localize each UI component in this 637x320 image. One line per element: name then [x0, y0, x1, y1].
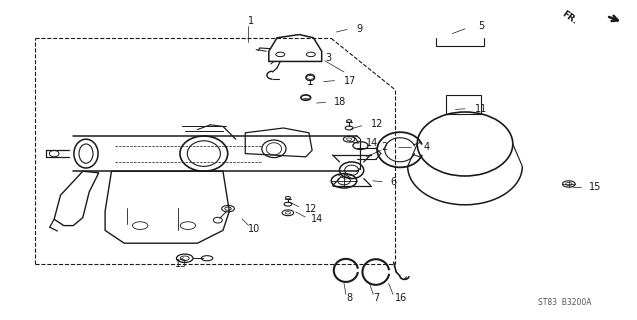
Text: 5: 5	[478, 21, 484, 31]
Text: 11: 11	[475, 104, 487, 114]
Text: 3: 3	[325, 52, 331, 63]
Text: 10: 10	[248, 224, 261, 234]
Text: 9: 9	[357, 24, 363, 35]
Bar	[446, 95, 481, 114]
Text: 4: 4	[424, 142, 430, 152]
Text: 6: 6	[390, 177, 397, 187]
Text: 1: 1	[248, 16, 255, 26]
Text: 14: 14	[311, 214, 323, 224]
Text: FR.: FR.	[560, 9, 578, 26]
Text: 2: 2	[381, 142, 387, 152]
Text: 18: 18	[334, 97, 347, 108]
Text: ST83  B3200A: ST83 B3200A	[538, 298, 592, 307]
Text: 12: 12	[304, 204, 317, 214]
Text: 13: 13	[175, 259, 187, 269]
Text: 14: 14	[366, 138, 378, 148]
Text: 8: 8	[346, 293, 352, 303]
Text: 17: 17	[344, 76, 356, 86]
Text: 12: 12	[371, 119, 383, 129]
Text: 15: 15	[589, 182, 601, 192]
Text: 16: 16	[395, 293, 407, 303]
Text: 7: 7	[373, 293, 380, 303]
